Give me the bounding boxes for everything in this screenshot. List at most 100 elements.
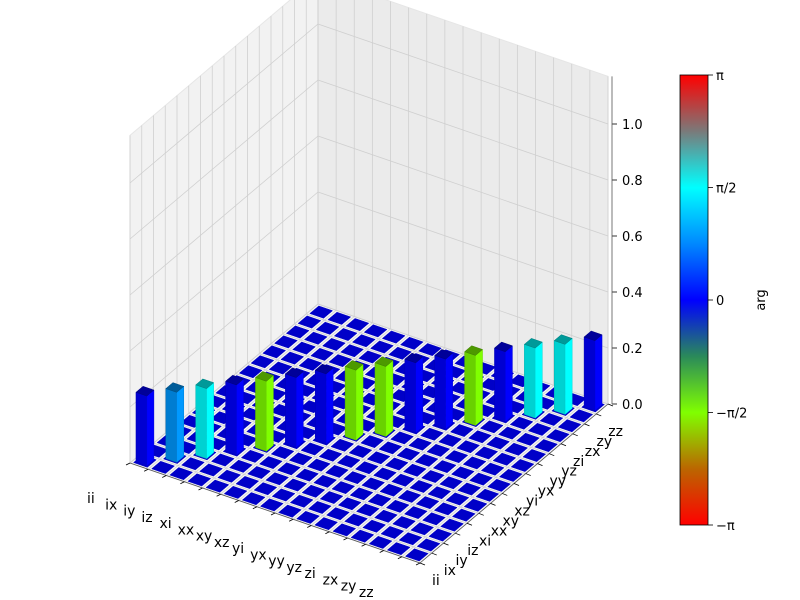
colorbar-tick-label: −π/2 — [716, 407, 747, 422]
x-tick-label: yy — [268, 554, 285, 570]
x-tick-mark — [325, 531, 330, 535]
floor-tile — [397, 489, 422, 503]
floor-tile — [285, 325, 310, 339]
floor-tile — [480, 462, 505, 476]
x-tick-label: ii — [87, 491, 95, 507]
floor-tile — [358, 350, 383, 364]
z-tick-label: 0.8 — [622, 174, 643, 189]
bar-side-face — [445, 352, 453, 430]
floor-tile — [384, 457, 409, 471]
floor-tile — [306, 458, 331, 472]
y-tick-label: zi — [573, 454, 584, 470]
x-tick-label: xi — [160, 516, 172, 532]
x-tick-mark — [415, 562, 421, 566]
floor-tile — [199, 463, 223, 477]
y-tick-mark — [596, 413, 602, 417]
floor-tile — [325, 464, 349, 478]
y-tick-label: zz — [608, 424, 623, 440]
bar-front-face — [464, 351, 476, 426]
bar-front-face — [285, 373, 297, 448]
bar-front-face — [434, 355, 446, 430]
gridline — [129, 303, 319, 464]
floor-tile — [229, 459, 253, 473]
bar — [284, 367, 304, 449]
y-tick-label: xx — [491, 523, 508, 539]
floor-tile — [151, 460, 175, 474]
bar-front-face — [374, 362, 387, 437]
x-tick-mark — [198, 487, 203, 491]
bar-top-face — [464, 345, 484, 356]
floor-tile — [428, 528, 453, 542]
bar — [225, 374, 245, 456]
floor-tile — [408, 437, 433, 451]
floor-tile — [439, 476, 463, 490]
floor-tile — [497, 426, 522, 440]
floor-tile — [527, 422, 552, 436]
bar-top-face — [284, 367, 304, 378]
floor-tile — [569, 409, 594, 423]
floor-tile — [398, 532, 423, 546]
floor-tile — [280, 351, 305, 365]
x-tick-mark — [307, 525, 312, 528]
floor-tile — [475, 488, 500, 502]
x-tick-label: zy — [341, 579, 357, 595]
floor-tile — [205, 479, 230, 493]
floor-tile — [438, 434, 462, 447]
gridline — [365, 384, 554, 545]
floor-tile — [332, 523, 357, 537]
floor-tile — [349, 487, 374, 501]
floor-tile — [367, 493, 392, 507]
bar-front-face — [404, 358, 416, 434]
bar-top-face — [135, 386, 155, 397]
colorbar-tick-label: 0 — [716, 294, 724, 309]
floor-tile — [426, 443, 451, 457]
bar-side-face — [355, 363, 364, 441]
gridline — [282, 333, 573, 435]
floor-tile — [487, 478, 511, 492]
gridline — [129, 23, 319, 184]
floor-tile — [322, 338, 346, 351]
y-tick-label: xi — [479, 533, 491, 549]
x-tick-mark — [361, 543, 366, 547]
floor-tile — [456, 440, 481, 454]
gridline — [317, 79, 609, 181]
y-tick-mark — [560, 443, 567, 447]
bar-front-face — [494, 347, 506, 423]
colorbar — [679, 74, 709, 526]
bar-front-face — [195, 384, 207, 459]
x-tick-label: zx — [323, 572, 339, 588]
floor-tile — [390, 431, 414, 445]
floor-tile — [468, 430, 492, 444]
z-tick-label: 1.0 — [622, 118, 643, 133]
x-tick-label: xx — [178, 522, 195, 538]
floor-tile — [399, 336, 424, 350]
floor-tile — [386, 542, 411, 556]
y-tick-mark — [607, 403, 614, 407]
bar-front-face — [344, 366, 357, 441]
bar — [135, 386, 155, 467]
bar-top-face — [434, 349, 454, 360]
bar — [195, 378, 215, 460]
bar-front-face — [225, 380, 237, 456]
floor-tile — [288, 452, 313, 466]
floor-tile — [422, 512, 446, 526]
floor-tile — [414, 453, 439, 467]
floor-tile — [402, 463, 427, 477]
floor-tile — [510, 459, 535, 472]
floor-tile — [217, 469, 242, 483]
floor-tile — [381, 330, 406, 344]
x-tick-mark — [343, 537, 348, 541]
floor-tile — [238, 365, 263, 379]
floor-tile — [309, 305, 334, 319]
x-tick-mark — [143, 468, 149, 472]
floor-tile — [289, 494, 314, 508]
floor-tile — [534, 439, 558, 453]
bar-top-face — [254, 371, 274, 382]
floor-tile — [516, 432, 540, 446]
floor-tile — [380, 526, 405, 539]
y-tick-label: iy — [456, 553, 468, 569]
y-tick-mark — [513, 483, 520, 486]
gridline — [383, 391, 573, 551]
x-tick-label: yx — [250, 547, 267, 563]
